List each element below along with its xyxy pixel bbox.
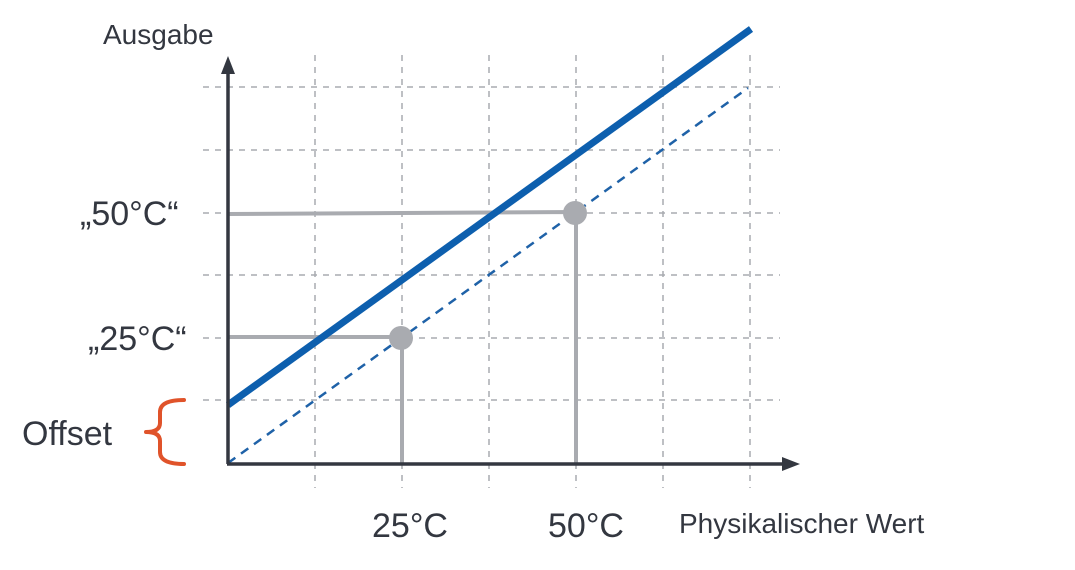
y-axis-label: Ausgabe bbox=[103, 19, 214, 50]
offset-label: Offset bbox=[22, 415, 113, 453]
axes bbox=[221, 56, 800, 471]
y-tick-label-25: „25°C“ bbox=[88, 320, 187, 358]
actual-line bbox=[225, 26, 754, 408]
x-axis-label: Physikalischer Wert bbox=[679, 508, 925, 539]
ideal-line bbox=[227, 86, 749, 465]
y-axis-arrow-icon bbox=[221, 56, 235, 74]
point-25 bbox=[389, 326, 413, 350]
x-tick-label-25: 25°C bbox=[372, 507, 448, 545]
x-tick-label-50: 50°C bbox=[548, 507, 624, 545]
point-50 bbox=[563, 201, 587, 225]
x-axis-arrow-icon bbox=[782, 457, 800, 471]
y-tick-label-50: „50°C“ bbox=[80, 195, 179, 233]
offset-brace-icon bbox=[144, 398, 186, 466]
